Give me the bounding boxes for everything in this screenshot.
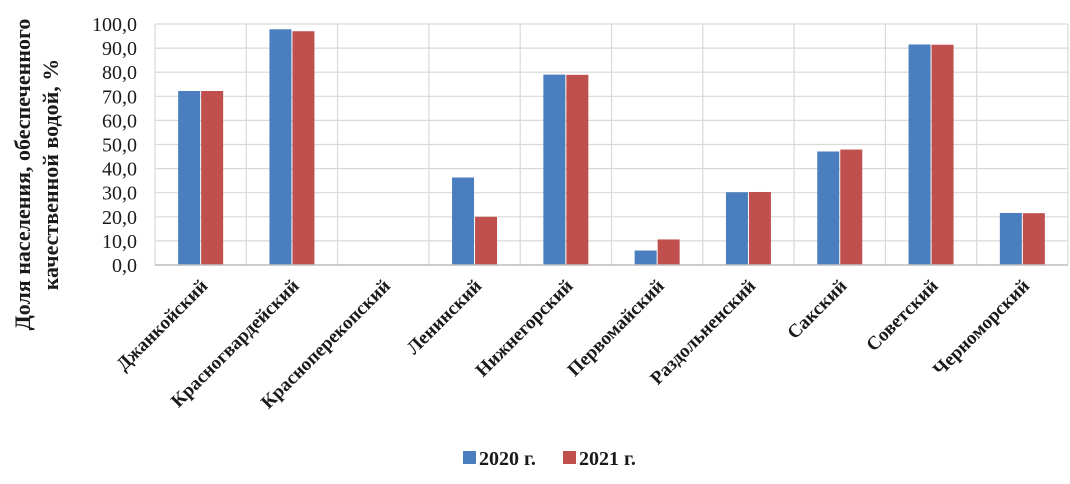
x-tick-label: Ленинский <box>403 276 486 359</box>
grid-lines <box>154 23 1069 266</box>
bar-series-1 <box>634 250 657 265</box>
bar-series-2 <box>748 191 771 265</box>
bar-series-2 <box>840 149 863 265</box>
bar-series-2 <box>201 90 224 265</box>
y-tick-label: 40,0 <box>102 159 137 181</box>
bar-series-1 <box>999 212 1022 265</box>
y-tick-labels: 0,010,020,030,040,050,0 60,070,080,090,01… <box>92 14 137 277</box>
y-axis-title-line: качественной водой, % <box>38 59 63 291</box>
x-tick-label: Джанкойский <box>113 276 213 376</box>
bar-series-1 <box>452 177 475 265</box>
bar-series-1 <box>725 192 748 265</box>
legend-swatch <box>563 451 576 464</box>
bars <box>178 29 1045 266</box>
x-tick-label: Нижнегорский <box>472 276 578 382</box>
y-axis-title: Доля населения, обеспеченного качественно… <box>10 19 63 331</box>
bar-series-2 <box>475 216 498 265</box>
legend-swatch <box>463 451 476 464</box>
y-tick-label: 70,0 <box>102 86 137 108</box>
x-tick-label: Черноморский <box>929 276 1034 381</box>
y-tick-label: 10,0 <box>102 231 137 253</box>
bar-series-2 <box>931 44 954 266</box>
bar-series-1 <box>178 90 201 265</box>
y-tick-label: 30,0 <box>102 183 137 205</box>
y-axis-title-line: Доля населения, обеспеченного <box>10 19 35 331</box>
bar-series-2 <box>657 239 680 265</box>
y-tick-label: 20,0 <box>102 207 137 229</box>
bar-series-2 <box>566 74 589 265</box>
x-tick-label: Первомайский <box>564 276 669 381</box>
legend-label: 2020 г. <box>479 448 536 470</box>
y-tick-label: 90,0 <box>102 38 137 60</box>
bar-series-2 <box>292 31 315 266</box>
y-tick-label: 0,0 <box>112 255 137 277</box>
bar-series-1 <box>908 44 931 265</box>
y-tick-label: 50,0 <box>102 135 137 157</box>
y-tick-label: 80,0 <box>102 62 137 84</box>
x-tick-labels: ДжанкойскийКрасногвардейскийКраснопереко… <box>113 276 1034 414</box>
bar-series-1 <box>817 151 840 265</box>
y-tick-label: 100,0 <box>92 14 137 36</box>
x-tick-label: Советский <box>862 276 942 356</box>
legend-label: 2021 г. <box>579 448 636 470</box>
legend: 2020 г. 2021 г. <box>463 448 636 470</box>
bar-series-1 <box>543 74 566 265</box>
bar-series-1 <box>269 29 292 265</box>
x-tick-label: Сакский <box>783 276 851 344</box>
y-tick-label: 60,0 <box>102 110 137 132</box>
bar-series-2 <box>1022 213 1045 265</box>
